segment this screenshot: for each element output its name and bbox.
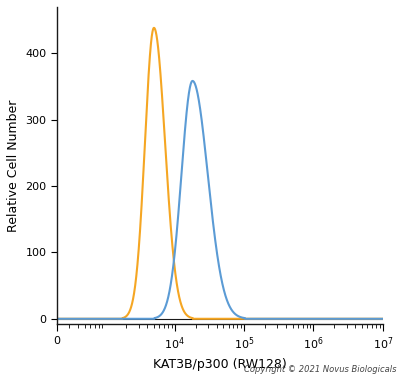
Y-axis label: Relative Cell Number: Relative Cell Number (7, 99, 20, 232)
Text: Copyright © 2021 Novus Biologicals: Copyright © 2021 Novus Biologicals (244, 365, 396, 374)
X-axis label: KAT3B/p300 (RW128): KAT3B/p300 (RW128) (153, 358, 287, 371)
